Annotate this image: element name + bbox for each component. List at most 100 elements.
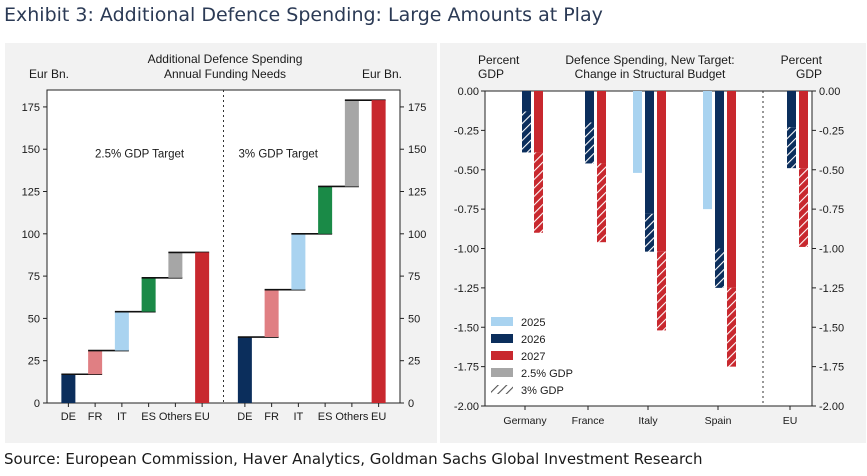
x-tick-label: DE: [237, 411, 252, 423]
x-tick-label: IT: [293, 411, 303, 423]
structural-budget-chart: 0.00 0.00 -0.25 -0.25 -0.50 -0.50 -0.75 -0.75 -1…: [454, 53, 844, 427]
left-axis-tick-label: -2.00: [454, 401, 479, 413]
bar-2026-2-5-gdp: [645, 91, 654, 214]
x-tick-label: FR: [264, 411, 279, 423]
legend-swatch: [491, 368, 513, 377]
bar-2027-2-5-gdp: [534, 91, 543, 153]
left-axis-tick-label: -0.75: [454, 204, 479, 216]
legend-swatch: [491, 334, 513, 343]
waterfall-bar-es: [141, 277, 156, 312]
bar-2027-3-gdp: [727, 287, 736, 367]
left-axis-tick-label: 50: [28, 313, 40, 325]
left-axis-tick-label: -1.00: [454, 244, 479, 256]
bar-2026-2-5-gdp: [585, 91, 594, 123]
left-axis-label: Eur Bn.: [29, 67, 69, 81]
left-axis-tick-label: -0.50: [454, 165, 479, 177]
source-note: Source: European Commission, Haver Analy…: [4, 450, 703, 468]
bar-2025-2-5-gdp: [633, 91, 642, 173]
right-axis-tick-label: -1.00: [819, 244, 844, 256]
right-axis-tick-label: -1.75: [819, 362, 844, 374]
left-axis-tick-label: 25: [28, 356, 40, 368]
exhibit-title: Exhibit 3: Additional Defence Spending: …: [4, 4, 603, 26]
right-axis-tick-label: -1.25: [819, 283, 844, 295]
x-tick-label: Others: [335, 411, 369, 423]
legend-label: 2026: [521, 334, 545, 346]
right-axis-tick-label: 125: [408, 187, 426, 199]
left-axis-tick-label: 100: [22, 229, 40, 241]
legend-label: 2.5% GDP: [521, 368, 573, 380]
waterfall-bar-de: [61, 374, 76, 403]
right-axis-label: Eur Bn.: [362, 67, 402, 81]
waterfall-chart-title: Annual Funding Needs: [164, 67, 286, 81]
bar-2025-2-5-gdp: [703, 91, 712, 210]
bar-2026-3-gdp: [787, 127, 796, 169]
bar-2026-2-5-gdp: [787, 91, 796, 128]
waterfall-bar-es: [318, 186, 333, 234]
legend-swatch: [491, 385, 513, 394]
left-axis-tick-label: -0.25: [454, 125, 479, 137]
legend-label: 2027: [521, 351, 545, 363]
x-tick-label: France: [572, 415, 605, 427]
bar-2026-3-gdp: [715, 248, 724, 288]
bar-2027-2-5-gdp: [597, 91, 606, 164]
waterfall-bar-it: [114, 311, 129, 351]
x-tick-label: EU: [783, 415, 798, 427]
left-axis-tick-label: 125: [22, 187, 40, 199]
x-tick-label: FR: [88, 411, 103, 423]
bar-2027-2-5-gdp: [799, 91, 808, 169]
x-tick-label: Germany: [503, 415, 547, 427]
bar-2026-2-5-gdp: [522, 91, 531, 112]
structural-chart-title: Defence Spending, New Target:: [565, 53, 734, 67]
right-axis-tick-label: 50: [408, 313, 420, 325]
right-axis-tick-label: -0.75: [819, 204, 844, 216]
waterfall-bar-it: [291, 233, 306, 290]
bar-2027-2-5-gdp: [657, 91, 666, 252]
right-axis-tick-label: -0.50: [819, 165, 844, 177]
bar-2027-3-gdp: [534, 152, 543, 233]
bar-2026-3-gdp: [522, 111, 531, 153]
waterfall-bar-fr: [88, 350, 103, 375]
right-axis-tick-label: 150: [408, 144, 426, 156]
right-axis-tick-label: -2.00: [819, 401, 844, 413]
bar-2027-2-5-gdp: [727, 91, 736, 288]
waterfall-bar-eu: [371, 100, 386, 403]
right-axis-tick-label: 100: [408, 229, 426, 241]
right-axis-tick-label: 0.00: [819, 86, 840, 98]
waterfall-bar-others: [344, 100, 359, 187]
right-axis-tick-label: 25: [408, 356, 420, 368]
legend-swatch: [491, 351, 513, 360]
waterfall-bar-de: [237, 337, 252, 403]
right-axis-tick-label: -0.25: [819, 125, 844, 137]
x-tick-label: DE: [61, 411, 76, 423]
right-axis-tick-label: 175: [408, 102, 426, 114]
left-axis-tick-label: -1.75: [454, 362, 479, 374]
x-tick-label: Spain: [705, 415, 732, 427]
right-axis-tick-label: 75: [408, 271, 420, 283]
waterfall-chart: 0 0 25 25 50 50 75 75 100 100 125 125 150 150 175 175 Eu…: [22, 52, 427, 423]
left-axis-tick-label: -1.25: [454, 283, 479, 295]
left-axis-tick-label: 0.00: [458, 86, 479, 98]
x-tick-label: Others: [159, 411, 193, 423]
waterfall-bar-others: [168, 252, 183, 278]
left-axis-label: Percent: [478, 53, 520, 67]
x-tick-label: EU: [371, 411, 386, 423]
right-axis-tick-label: 0: [408, 398, 414, 410]
waterfall-bar-fr: [264, 289, 279, 338]
bar-2027-3-gdp: [657, 251, 666, 331]
left-axis-tick-label: -1.50: [454, 322, 479, 334]
legend-swatch: [491, 317, 513, 326]
structural-chart-title: Change in Structural Budget: [575, 67, 726, 81]
bar-2027-3-gdp: [597, 163, 606, 243]
x-tick-label: ES: [318, 411, 333, 423]
target-label: 2.5% GDP Target: [95, 149, 185, 161]
bar-2026-2-5-gdp: [715, 91, 724, 249]
left-axis-label: GDP: [478, 67, 504, 81]
waterfall-chart-title: Additional Defence Spending: [148, 52, 303, 66]
right-axis-tick-label: -1.50: [819, 322, 844, 334]
target-label: 3% GDP Target: [239, 149, 319, 161]
left-axis-tick-label: 175: [22, 102, 40, 114]
x-tick-label: IT: [117, 411, 127, 423]
x-tick-label: ES: [141, 411, 156, 423]
right-axis-label: Percent: [781, 53, 823, 67]
